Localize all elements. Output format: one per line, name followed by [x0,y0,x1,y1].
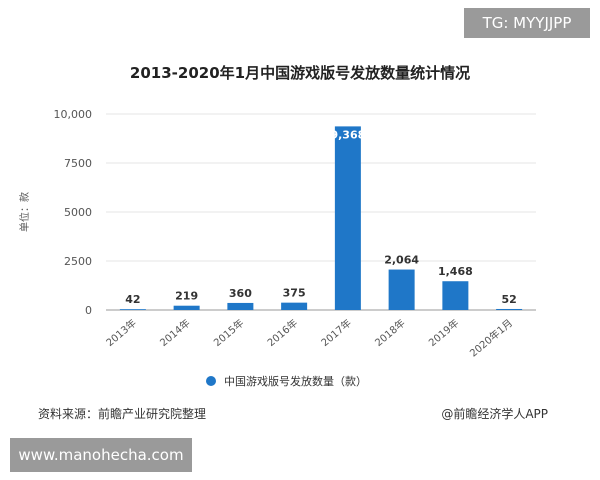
x-tick-labels: 2013年 2014年 2015年 2016年 2017年 2018年 2019年 2020年… [103,316,515,359]
x-tick-label: 2013年 [103,316,139,349]
data-label: 52 [501,293,516,306]
x-tick-label: 2017年 [318,316,354,349]
y-tick-label: 2500 [64,255,92,268]
y-tick-label: 7500 [64,157,92,170]
y-tick-label: 5000 [64,206,92,219]
data-label: 360 [229,287,252,300]
bar [442,281,469,310]
bar [496,308,523,310]
grid-lines [106,113,536,311]
x-tick-label: 2019年 [426,316,462,349]
bar [388,269,415,310]
data-label: 219 [175,290,198,303]
bar [334,126,361,310]
data-label: 2,064 [384,254,419,267]
x-tick-label: 2020年1月 [467,316,515,359]
data-label: 42 [125,293,140,306]
credit-note: @前瞻经济学人APP [441,407,548,421]
data-label: 9,368 [330,128,365,141]
x-tick-label: 2015年 [211,316,247,349]
watermark-url-badge: www.manohecha.com [10,438,192,472]
x-tick-label: 2014年 [157,316,193,349]
x-tick-label: 2018年 [372,316,408,349]
chart-legend: 中国游戏版号发放数量（款） [206,373,367,389]
legend-swatch [206,376,216,386]
y-axis-label: 单位：款 [18,192,31,232]
legend-label: 中国游戏版号发放数量（款） [224,375,367,388]
data-label: 375 [283,287,306,300]
chart-title: 2013-2020年1月中国游戏版号发放数量统计情况 [129,64,471,82]
bar [281,302,308,310]
watermark-tag-badge: TG: MYYJJPP [464,8,590,38]
y-tick-label: 0 [85,304,92,317]
y-tick-labels: 0 2500 5000 7500 10,000 [54,108,93,317]
data-label: 1,468 [438,265,473,278]
y-tick-label: 10,000 [54,108,93,121]
source-note: 资料来源：前瞻产业研究院整理 [38,407,207,421]
bars [119,126,523,310]
bar [119,309,146,310]
bar [227,302,254,310]
x-tick-label: 2016年 [265,316,301,349]
bar [173,305,200,310]
data-labels: 42 219 360 375 9,368 2,064 1,468 52 [125,128,517,306]
